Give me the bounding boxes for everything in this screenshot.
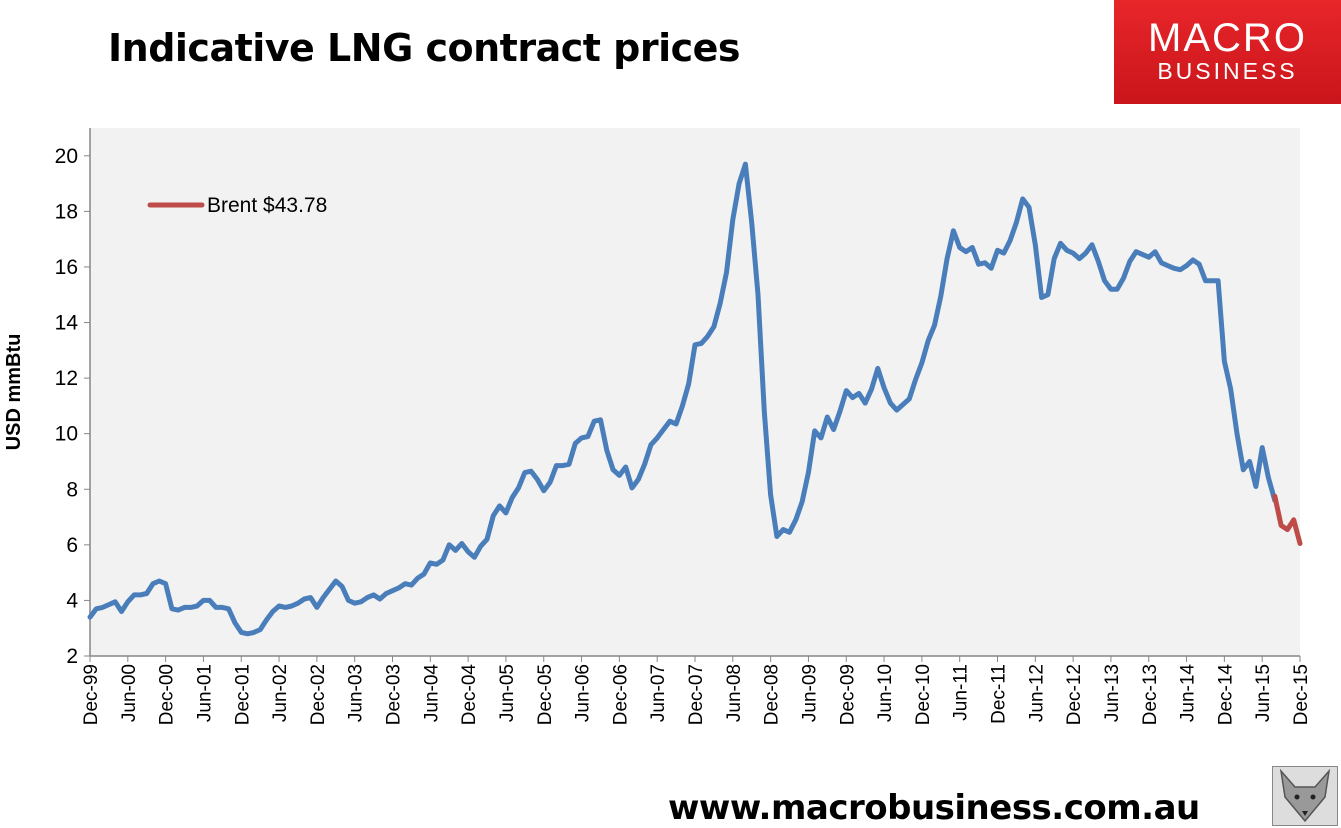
y-tick-label: 16 xyxy=(55,256,78,279)
x-tick-label: Jun-08 xyxy=(724,664,745,722)
x-tick-label: Jun-01 xyxy=(194,664,215,722)
x-tick-label: Dec-99 xyxy=(81,664,102,725)
x-tick-label: Dec-08 xyxy=(762,664,783,725)
x-tick-label: Jun-07 xyxy=(648,664,669,722)
x-tick-label: Dec-14 xyxy=(1215,664,1236,726)
x-tick-label: Jun-04 xyxy=(421,664,442,723)
logo-line2: BUSINESS xyxy=(1157,58,1298,84)
y-tick-label: 4 xyxy=(66,589,78,612)
y-axis-label: USD mmBtu xyxy=(3,334,25,451)
logo-line1: MACRO xyxy=(1148,16,1307,60)
x-tick-label: Jun-05 xyxy=(497,664,518,722)
plot-area xyxy=(90,128,1300,656)
x-tick-label: Dec-07 xyxy=(686,664,707,725)
x-tick-label: Jun-15 xyxy=(1253,664,1274,722)
y-tick-label: 20 xyxy=(55,145,78,168)
website-url: www.macrobusiness.com.au xyxy=(668,788,1200,828)
macrobusiness-logo: MACRO BUSINESS xyxy=(1114,0,1341,104)
x-tick-label: Jun-14 xyxy=(1178,664,1199,723)
y-tick-label: 14 xyxy=(55,312,79,335)
y-tick-label: 8 xyxy=(66,478,78,501)
x-tick-label: Jun-06 xyxy=(573,664,594,722)
x-tick-label: Jun-11 xyxy=(951,664,972,721)
y-tick-label: 6 xyxy=(66,534,78,557)
x-tick-label: Jun-13 xyxy=(1102,664,1123,722)
x-tick-label: Jun-10 xyxy=(875,664,896,722)
x-tick-label: Dec-09 xyxy=(837,664,858,725)
x-tick-label: Jun-00 xyxy=(119,664,140,722)
x-tick-label: Dec-10 xyxy=(913,664,934,725)
series-line-1 xyxy=(1272,493,1303,546)
x-tick-label: Dec-00 xyxy=(157,664,178,725)
x-tick-label: Dec-11 xyxy=(989,664,1010,724)
x-tick-label: Dec-13 xyxy=(1140,664,1161,725)
x-tick-label: Jun-03 xyxy=(346,664,367,722)
x-tick-label: Jun-09 xyxy=(799,664,820,722)
x-tick-label: Dec-12 xyxy=(1064,664,1085,725)
y-tick-label: 10 xyxy=(55,423,78,446)
x-tick-label: Dec-03 xyxy=(384,664,405,725)
x-tick-label: Dec-05 xyxy=(535,664,556,725)
x-tick-label: Dec-04 xyxy=(459,664,480,726)
x-tick-label: Dec-06 xyxy=(610,664,631,725)
x-tick-label: Dec-02 xyxy=(308,664,329,725)
x-tick-label: Jun-12 xyxy=(1026,664,1047,722)
x-tick-label: Dec-01 xyxy=(232,664,253,725)
x-tick-label: Dec-15 xyxy=(1291,664,1312,725)
x-tick-label: Jun-02 xyxy=(270,664,291,722)
y-tick-label: 12 xyxy=(55,367,78,390)
chart-title: Indicative LNG contract prices xyxy=(108,26,741,70)
series-line-0 xyxy=(87,161,1278,637)
legend-label: Brent $43.78 xyxy=(207,194,327,217)
y-tick-label: 18 xyxy=(55,200,78,223)
fox-logo-icon xyxy=(1272,766,1338,826)
y-tick-label: 2 xyxy=(66,645,78,668)
